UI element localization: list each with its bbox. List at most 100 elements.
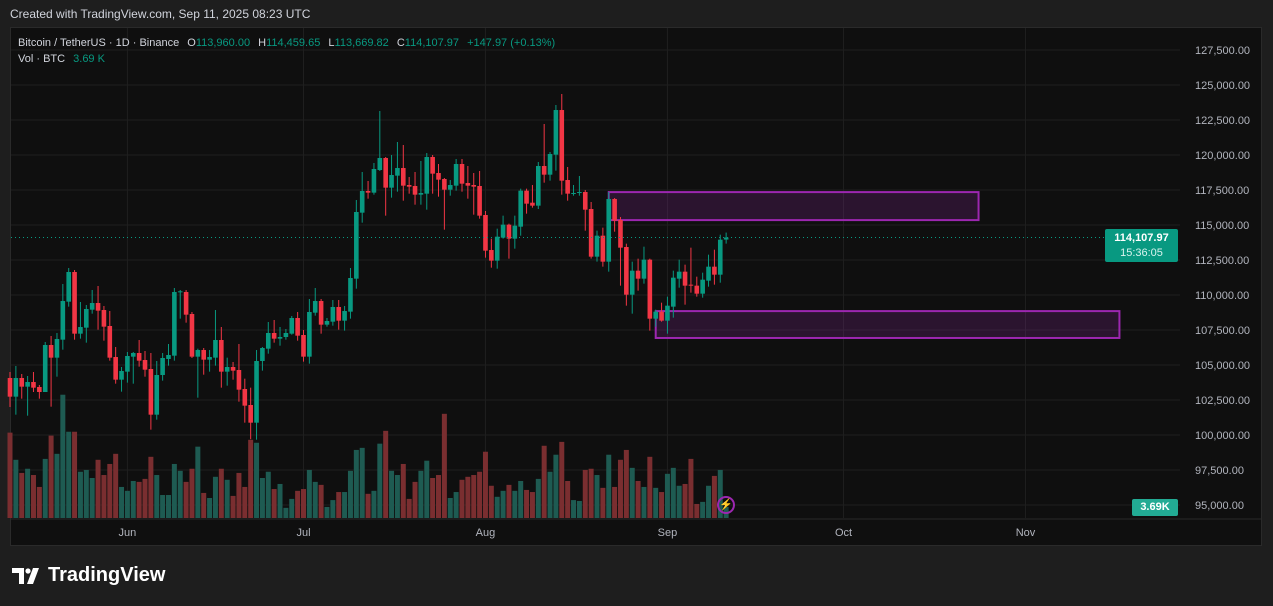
candle-body bbox=[130, 353, 136, 357]
candle-body bbox=[295, 318, 300, 336]
candle-body bbox=[195, 350, 201, 357]
candle bbox=[359, 172, 365, 223]
volume-bar bbox=[635, 480, 641, 518]
candle-body bbox=[260, 348, 265, 361]
volume-bar bbox=[406, 498, 412, 518]
candle-body bbox=[389, 175, 394, 188]
open-value: 113,960.00 bbox=[195, 37, 251, 49]
price-tick-label: 102,500.00 bbox=[1195, 395, 1250, 407]
volume-bar bbox=[600, 487, 606, 518]
lightning-bolt-icon[interactable]: ⚡ bbox=[717, 496, 735, 514]
volume-bar bbox=[142, 478, 148, 518]
tradingview-logo[interactable]: TradingView bbox=[12, 564, 165, 587]
candle bbox=[89, 290, 95, 314]
candle bbox=[37, 385, 42, 399]
price-tick-label: 125,000.00 bbox=[1195, 80, 1250, 92]
candle-body bbox=[406, 185, 412, 187]
price-tick-label: 122,500.00 bbox=[1195, 115, 1250, 127]
candle bbox=[618, 217, 623, 286]
volume-bar bbox=[171, 463, 177, 518]
candle-body bbox=[342, 311, 347, 321]
volume-bar bbox=[700, 501, 706, 518]
candle bbox=[717, 234, 723, 283]
candle bbox=[113, 347, 118, 384]
candle bbox=[377, 111, 383, 172]
volume-bar bbox=[212, 476, 218, 518]
symbol-title[interactable]: Bitcoin / TetherUS · 1D · Binance bbox=[18, 37, 180, 49]
candle bbox=[213, 310, 218, 366]
candle bbox=[571, 185, 576, 196]
candle-body bbox=[371, 169, 377, 193]
candle bbox=[624, 243, 629, 306]
candle-body bbox=[89, 303, 95, 310]
volume-bar bbox=[617, 459, 623, 518]
volume-bar bbox=[441, 413, 447, 518]
tradingview-logo-icon bbox=[12, 567, 39, 584]
price-tick-label: 120,000.00 bbox=[1195, 150, 1250, 162]
candle bbox=[553, 105, 559, 171]
candle bbox=[271, 320, 277, 343]
candle-body bbox=[236, 369, 242, 390]
volume-bar bbox=[347, 470, 353, 518]
candle bbox=[148, 353, 154, 430]
volume-bar bbox=[66, 431, 72, 518]
chart-panel[interactable] bbox=[10, 27, 1262, 546]
price-tick-label: 105,000.00 bbox=[1195, 360, 1250, 372]
volume-bar bbox=[160, 495, 166, 518]
volume-bar bbox=[670, 467, 676, 518]
close-value: 114,107.97 bbox=[404, 37, 460, 49]
candle-body bbox=[635, 270, 641, 279]
candle bbox=[541, 124, 547, 183]
candle bbox=[130, 352, 136, 384]
volume-bar bbox=[412, 481, 418, 518]
volume-bar bbox=[706, 485, 712, 518]
candle-body bbox=[95, 303, 101, 311]
candle bbox=[25, 376, 30, 416]
candle-body bbox=[518, 190, 523, 227]
volume-bar bbox=[218, 468, 224, 518]
candle bbox=[230, 362, 236, 380]
volume-bar bbox=[148, 456, 154, 518]
candle-body bbox=[412, 186, 418, 195]
volume-bar bbox=[271, 489, 277, 518]
candle bbox=[42, 341, 48, 393]
candle-body bbox=[183, 292, 189, 315]
volume-bar bbox=[471, 475, 477, 518]
volume-bar bbox=[207, 498, 213, 518]
close-label: C bbox=[396, 37, 405, 49]
volume-bar bbox=[582, 469, 588, 518]
volume-bar bbox=[124, 490, 130, 518]
volume-bar bbox=[283, 507, 289, 518]
time-tick-label: Jun bbox=[119, 527, 137, 539]
candle-body bbox=[541, 166, 547, 175]
candle-body bbox=[177, 291, 183, 293]
candle-body bbox=[489, 250, 494, 261]
volume-legend-label[interactable]: Vol · BTC bbox=[18, 53, 66, 65]
candle-body bbox=[213, 339, 218, 358]
candle-body bbox=[717, 239, 723, 275]
candle-body bbox=[453, 164, 459, 186]
candle bbox=[166, 344, 171, 366]
candle bbox=[471, 173, 477, 215]
volume-bar bbox=[306, 469, 312, 518]
volume-bar bbox=[612, 486, 618, 518]
candle-body bbox=[512, 225, 518, 239]
candle-body bbox=[706, 266, 711, 281]
volume-bar bbox=[36, 486, 42, 518]
candle bbox=[653, 309, 658, 327]
volume-bar bbox=[488, 485, 494, 518]
candle bbox=[365, 181, 371, 199]
candle-body bbox=[25, 382, 30, 387]
candle bbox=[84, 305, 89, 343]
candle bbox=[477, 171, 482, 219]
candle-body bbox=[418, 193, 424, 195]
candle bbox=[530, 185, 535, 208]
volume-bar bbox=[324, 506, 330, 518]
candle-body bbox=[125, 355, 130, 372]
volume-bar bbox=[154, 475, 160, 518]
volume-bar bbox=[101, 475, 107, 518]
candle-body bbox=[641, 259, 647, 279]
volume-bar bbox=[394, 475, 400, 518]
candle bbox=[342, 306, 347, 331]
